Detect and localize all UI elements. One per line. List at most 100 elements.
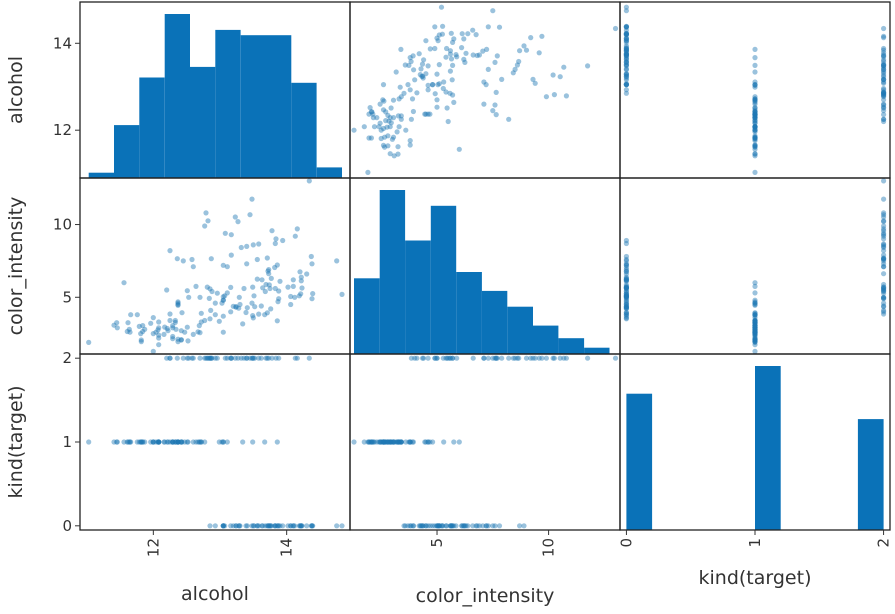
- scatter-point: [752, 337, 758, 343]
- scatter-point: [410, 439, 416, 445]
- scatter-point: [752, 325, 758, 331]
- scatter-point: [381, 439, 387, 445]
- scatter-point: [274, 523, 280, 529]
- scatter-point: [398, 439, 404, 445]
- scatter-point: [249, 300, 255, 306]
- scatter-point: [752, 328, 758, 335]
- scatter-point: [266, 282, 272, 288]
- scatter-point: [385, 133, 391, 139]
- scatter-point: [881, 52, 887, 58]
- scatter-point: [623, 82, 630, 88]
- scatter-point: [216, 439, 222, 445]
- scatter-point: [262, 288, 268, 295]
- scatter-point: [881, 290, 887, 296]
- scatter-point: [480, 48, 486, 54]
- hist-bar-alcohol-4: [190, 66, 216, 178]
- scatter-point: [623, 4, 630, 10]
- scatter-point: [881, 236, 887, 242]
- scatter-point: [523, 47, 530, 53]
- scatter-point: [517, 523, 523, 529]
- scatter-point: [249, 523, 255, 529]
- scatter-point: [309, 261, 315, 267]
- scatter-point: [198, 439, 204, 445]
- scatter-point: [481, 79, 487, 85]
- scatter-point: [198, 310, 204, 316]
- scatter-point: [224, 439, 230, 445]
- scatter-point: [418, 523, 424, 529]
- scatter-point: [180, 355, 186, 361]
- scatter-point: [623, 237, 630, 244]
- scatter-point: [219, 300, 225, 306]
- scatter-point: [138, 439, 144, 445]
- scatter-point: [461, 523, 467, 529]
- scatter-point: [280, 523, 286, 529]
- scatter-point: [456, 146, 462, 152]
- scatter-point: [441, 439, 447, 445]
- scatter-point: [623, 71, 630, 77]
- scatter-point: [277, 278, 283, 284]
- scatter-point: [493, 89, 499, 95]
- scatter-point: [377, 101, 383, 107]
- scatter-point: [402, 62, 408, 68]
- scatter-point: [752, 338, 758, 344]
- scatter-point: [752, 280, 758, 286]
- scatter-point: [250, 355, 256, 361]
- scatter-point: [443, 54, 449, 60]
- scatter-point: [532, 80, 538, 86]
- scatter-point: [407, 439, 413, 445]
- matrix-cells: [86, 4, 887, 530]
- scatter-point: [881, 242, 887, 248]
- scatter-point: [752, 329, 758, 335]
- scatter-point: [881, 70, 887, 76]
- scatter-point: [881, 288, 887, 295]
- scatter-point: [150, 315, 156, 321]
- scatter-point: [244, 355, 250, 361]
- scatter-point: [585, 355, 591, 361]
- scatter-point: [435, 82, 441, 88]
- scatter-point: [447, 523, 453, 529]
- scatter-point: [881, 256, 887, 262]
- scatter-point: [204, 355, 210, 361]
- scatter-point: [483, 82, 489, 88]
- scatter-point: [752, 108, 758, 115]
- scatter-point: [623, 293, 630, 299]
- scatter-point: [521, 523, 527, 529]
- scatter-point: [420, 523, 426, 529]
- scatter-point: [447, 48, 453, 54]
- scatter-point: [881, 47, 887, 53]
- scatter-point: [259, 523, 265, 529]
- scatter-point: [881, 307, 887, 313]
- scatter-point: [752, 115, 758, 121]
- scatter-point: [623, 30, 630, 36]
- scatter-point: [422, 111, 428, 117]
- scatter-point: [612, 355, 619, 361]
- scatter-point: [752, 82, 758, 88]
- scatter-point: [179, 310, 185, 316]
- y-axis-label-alcohol: alcohol: [5, 56, 27, 124]
- scatter-point: [251, 523, 257, 529]
- scatter-point: [752, 326, 758, 332]
- scatter-point: [266, 523, 272, 529]
- hist-bar-color-intensity-1: [379, 190, 406, 354]
- scatter-point: [178, 439, 184, 445]
- scatter-point: [623, 50, 630, 56]
- scatter-point: [473, 31, 479, 38]
- scatter-point: [434, 523, 440, 529]
- cell-alcohol-vs-alcohol: [88, 14, 342, 179]
- scatter-point: [193, 439, 199, 445]
- cell-color-intensity-vs-alcohol: [86, 178, 345, 354]
- scatter-point: [752, 124, 758, 130]
- scatter-point: [470, 355, 476, 361]
- x-tick-label-color-intensity: 5: [428, 538, 446, 548]
- scatter-point: [198, 319, 204, 325]
- scatter-point: [272, 523, 278, 529]
- scatter-point: [425, 63, 431, 69]
- scatter-point: [155, 327, 161, 333]
- scatter-point: [444, 523, 450, 529]
- scatter-point: [220, 262, 226, 268]
- scatter-point: [752, 330, 758, 336]
- scatter-point: [881, 296, 887, 302]
- scatter-point: [423, 38, 429, 44]
- hist-bar-color-intensity-8: [558, 338, 585, 354]
- scatter-point: [881, 286, 887, 292]
